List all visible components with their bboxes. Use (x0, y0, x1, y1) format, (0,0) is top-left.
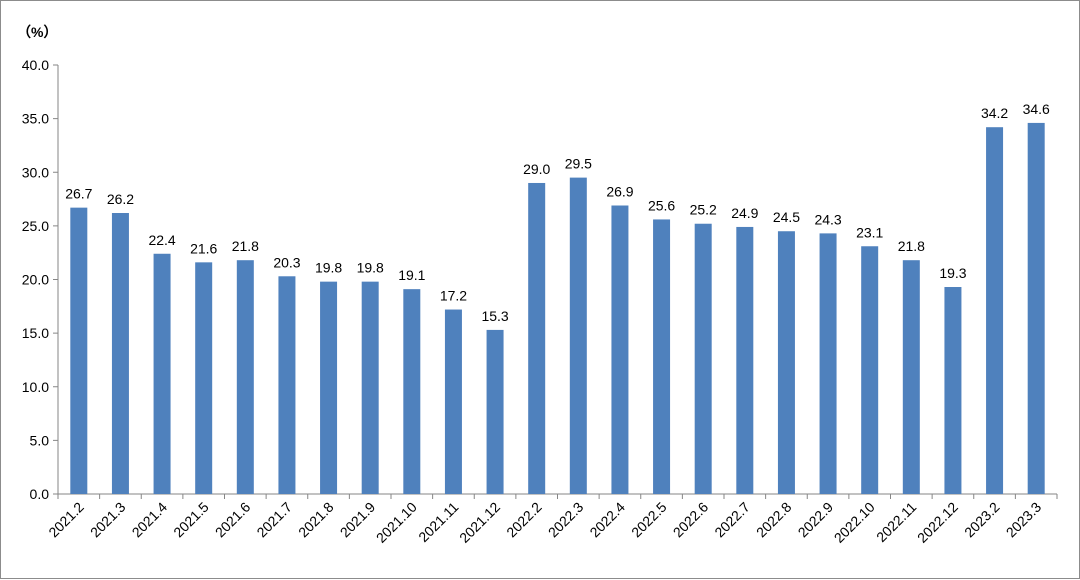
bar (694, 223, 712, 495)
bar (320, 281, 338, 494)
bar (70, 207, 88, 494)
x-tick-label: 2022.11 (873, 499, 920, 546)
bar (195, 262, 213, 494)
data-label: 22.4 (148, 232, 175, 248)
data-label: 29.5 (565, 156, 592, 172)
data-label: 19.8 (315, 260, 342, 276)
bar (1027, 122, 1045, 494)
x-tick-label: 2022.12 (914, 499, 961, 546)
bar (902, 260, 920, 494)
x-tick-label: 2021.2 (45, 499, 87, 541)
data-label: 24.5 (773, 209, 800, 225)
bar (403, 289, 421, 494)
y-tick-label: 25.0 (22, 218, 49, 234)
bar (278, 276, 296, 494)
data-label: 17.2 (440, 288, 467, 304)
data-label: 21.6 (190, 240, 217, 256)
bar (819, 233, 837, 494)
data-label: 26.9 (606, 183, 633, 199)
x-tick-label: 2022.3 (545, 499, 587, 541)
bar (153, 253, 171, 494)
data-label: 34.2 (981, 105, 1008, 121)
bar (611, 205, 629, 494)
x-tick-label: 2022.10 (831, 499, 878, 546)
x-tick-label: 2021.6 (212, 499, 254, 541)
bar (944, 287, 962, 494)
data-label: 25.2 (690, 202, 717, 218)
data-label: 19.3 (939, 265, 966, 281)
x-tick-label: 2022.5 (628, 499, 670, 541)
x-tick-label: 2022.8 (753, 499, 795, 541)
data-label: 24.9 (731, 205, 758, 221)
data-label: 34.6 (1023, 101, 1050, 117)
data-label: 26.2 (107, 191, 134, 207)
data-label: 21.8 (232, 238, 259, 254)
x-tick-label: 2021.7 (253, 499, 295, 541)
bar (444, 309, 462, 494)
bar (986, 127, 1004, 494)
x-tick-label: 2023.3 (1003, 499, 1045, 541)
bar (569, 177, 587, 495)
y-tick-label: 35.0 (22, 111, 49, 127)
x-tick-label: 2021.4 (129, 499, 171, 541)
bar (653, 219, 671, 494)
bar (528, 182, 546, 494)
y-axis: 0.0 5.0 10.0 15.0 20.0 25.0 30.0 35.0 40.0 (22, 57, 59, 502)
y-tick-label: 10.0 (22, 379, 49, 395)
bar (861, 246, 879, 494)
data-label: 20.3 (273, 254, 300, 270)
x-tick-label: 2021.12 (456, 499, 503, 546)
x-tick-label: 2021.8 (295, 499, 337, 541)
bar (361, 281, 379, 494)
x-tick-label: 2021.10 (373, 499, 420, 546)
y-tick-label: 5.0 (30, 432, 50, 448)
data-label: 25.6 (648, 197, 675, 213)
data-label: 21.8 (898, 238, 925, 254)
bar (777, 231, 795, 495)
data-label: 29.0 (523, 161, 550, 177)
y-unit-label: （%） (17, 24, 57, 40)
data-label: 19.1 (398, 267, 425, 283)
x-tick-label: 2021.3 (87, 499, 129, 541)
bar (111, 213, 129, 494)
x-tick-label: 2022.7 (711, 499, 753, 541)
data-label: 23.1 (856, 224, 883, 240)
y-tick-label: 20.0 (22, 272, 49, 288)
y-tick-label: 30.0 (22, 164, 49, 180)
x-tick-label: 2022.2 (503, 499, 545, 541)
x-tick-label: 2021.5 (170, 499, 212, 541)
y-tick-label: 0.0 (30, 486, 50, 502)
y-tick-label: 40.0 (22, 57, 49, 73)
x-tick-label: 2023.2 (961, 499, 1003, 541)
x-axis: 2021.2 2021.3 2021.4 2021.5 2021.6 2021.7 2021… (45, 493, 1058, 546)
data-label: 19.8 (357, 260, 384, 276)
bars (70, 122, 1045, 495)
bar (486, 329, 504, 494)
data-label: 24.3 (814, 211, 841, 227)
data-label: 15.3 (481, 308, 508, 324)
x-tick-label: 2022.6 (670, 499, 712, 541)
bar (236, 260, 254, 494)
y-tick-label: 15.0 (22, 325, 49, 341)
bar (736, 226, 754, 494)
x-tick-label: 2022.4 (586, 499, 628, 541)
data-label: 26.7 (65, 186, 92, 202)
x-tick-label: 2021.11 (415, 499, 462, 546)
data-labels: 26.7 26.2 22.4 21.6 21.8 20.3 19.8 19.8 19.1 17.2… (65, 101, 1050, 324)
